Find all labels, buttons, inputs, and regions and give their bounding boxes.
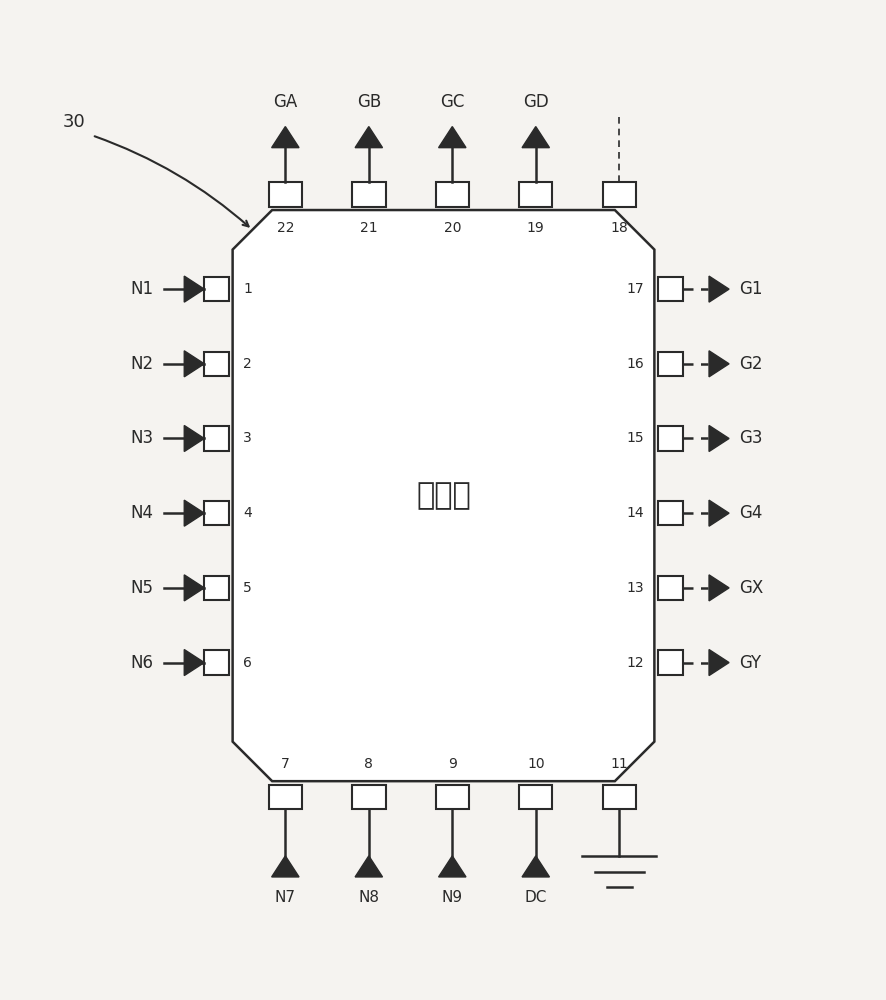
Polygon shape [184,575,204,601]
Text: GA: GA [273,93,297,111]
Bar [657,576,682,600]
Text: 1: 1 [243,282,252,296]
Bar [602,785,635,809]
Text: N2: N2 [130,355,153,373]
Bar [657,277,682,301]
Text: 10: 10 [526,757,544,771]
Polygon shape [708,351,728,377]
Text: 控制器: 控制器 [416,481,470,510]
Polygon shape [438,127,465,148]
Text: N8: N8 [358,890,379,905]
Polygon shape [184,500,204,526]
Bar [518,785,552,809]
Text: 14: 14 [626,506,643,520]
Bar [602,182,635,207]
Text: 18: 18 [610,221,627,235]
Text: N1: N1 [130,280,153,298]
Text: 21: 21 [360,221,377,235]
Text: GB: GB [356,93,380,111]
Polygon shape [354,856,382,877]
Text: 8: 8 [364,757,373,771]
Polygon shape [708,276,728,302]
Text: 5: 5 [243,581,252,595]
Text: 20: 20 [443,221,461,235]
Text: 11: 11 [610,757,627,771]
Bar [204,277,229,301]
Text: 3: 3 [243,431,252,445]
Bar [657,650,682,675]
Polygon shape [522,127,548,148]
Polygon shape [184,276,204,302]
Bar [435,785,469,809]
Text: G1: G1 [739,280,762,298]
Text: 12: 12 [626,656,643,670]
Text: 7: 7 [281,757,290,771]
Text: 6: 6 [243,656,252,670]
Polygon shape [184,351,204,377]
Polygon shape [708,500,728,526]
Text: G3: G3 [739,429,762,447]
Polygon shape [184,425,204,452]
Polygon shape [271,127,299,148]
Text: 4: 4 [243,506,252,520]
Polygon shape [708,650,728,676]
Text: G2: G2 [739,355,762,373]
Text: N6: N6 [130,654,153,672]
Bar [204,352,229,376]
Bar [518,182,552,207]
Text: N3: N3 [130,429,153,447]
Text: GY: GY [739,654,761,672]
Text: 30: 30 [63,113,86,131]
Text: GC: GC [439,93,464,111]
Bar [268,785,302,809]
Bar [204,426,229,451]
Text: 22: 22 [276,221,294,235]
Bar [657,501,682,525]
Text: 17: 17 [626,282,643,296]
Text: 16: 16 [626,357,643,371]
Polygon shape [708,425,728,452]
Text: N7: N7 [275,890,296,905]
Polygon shape [271,856,299,877]
Text: 13: 13 [626,581,643,595]
Text: GD: GD [522,93,548,111]
Text: 9: 9 [447,757,456,771]
Polygon shape [232,210,654,781]
Polygon shape [354,127,382,148]
Bar [657,426,682,451]
Bar [268,182,302,207]
Text: N5: N5 [130,579,153,597]
Bar [352,785,385,809]
Text: N4: N4 [130,504,153,522]
Polygon shape [522,856,548,877]
Bar [657,352,682,376]
Bar [204,650,229,675]
Bar [204,576,229,600]
Bar [204,501,229,525]
Text: DC: DC [524,890,547,905]
Polygon shape [438,856,465,877]
Text: 19: 19 [526,221,544,235]
Text: 2: 2 [243,357,252,371]
Text: GX: GX [739,579,763,597]
Bar [352,182,385,207]
Text: 15: 15 [626,431,643,445]
Text: G4: G4 [739,504,762,522]
Bar [435,182,469,207]
Polygon shape [184,650,204,676]
Text: N9: N9 [441,890,462,905]
Polygon shape [708,575,728,601]
